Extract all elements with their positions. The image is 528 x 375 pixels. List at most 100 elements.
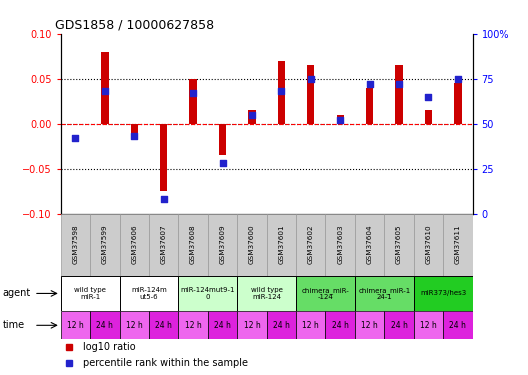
Point — [71, 135, 80, 141]
Point — [159, 196, 168, 202]
Point — [454, 76, 462, 82]
Point — [424, 94, 432, 100]
Bar — [237, 276, 296, 311]
Bar — [178, 276, 237, 311]
Text: agent: agent — [3, 288, 31, 298]
Bar — [178, 214, 208, 276]
Bar — [325, 214, 355, 276]
Text: GDS1858 / 10000627858: GDS1858 / 10000627858 — [55, 19, 214, 32]
Bar — [336, 115, 344, 124]
Bar — [296, 214, 325, 276]
Text: GSM37603: GSM37603 — [337, 225, 343, 264]
Text: 12 h: 12 h — [420, 321, 437, 330]
Bar — [443, 214, 473, 276]
Bar — [414, 276, 473, 311]
Bar — [248, 110, 256, 124]
Bar — [119, 311, 149, 339]
Bar — [90, 311, 119, 339]
Bar — [119, 214, 149, 276]
Text: wild type
miR-1: wild type miR-1 — [74, 287, 106, 300]
Text: 24 h: 24 h — [97, 321, 114, 330]
Bar — [296, 311, 325, 339]
Text: miR373/hes3: miR373/hes3 — [420, 290, 466, 296]
Bar — [61, 214, 90, 276]
Text: 12 h: 12 h — [67, 321, 84, 330]
Text: 12 h: 12 h — [126, 321, 143, 330]
Bar — [208, 214, 237, 276]
Text: 24 h: 24 h — [155, 321, 172, 330]
Text: GSM37599: GSM37599 — [102, 225, 108, 264]
Text: 12 h: 12 h — [303, 321, 319, 330]
Bar — [208, 311, 237, 339]
Bar — [443, 311, 473, 339]
Text: GSM37605: GSM37605 — [396, 225, 402, 264]
Bar — [190, 79, 197, 124]
Text: percentile rank within the sample: percentile rank within the sample — [83, 358, 248, 368]
Text: chimera_miR-
-124: chimera_miR- -124 — [301, 287, 350, 300]
Bar — [325, 311, 355, 339]
Point — [365, 81, 374, 87]
Text: wild type
miR-124: wild type miR-124 — [251, 287, 282, 300]
Bar — [307, 65, 315, 124]
Text: 12 h: 12 h — [361, 321, 378, 330]
Text: GSM37598: GSM37598 — [72, 225, 79, 264]
Text: 24 h: 24 h — [214, 321, 231, 330]
Text: 24 h: 24 h — [449, 321, 466, 330]
Bar — [101, 52, 109, 124]
Bar — [278, 61, 285, 124]
Point — [218, 160, 227, 166]
Bar — [366, 88, 373, 124]
Bar — [160, 124, 167, 191]
Bar — [149, 214, 178, 276]
Text: GSM37610: GSM37610 — [426, 225, 431, 264]
Bar — [237, 214, 267, 276]
Bar — [267, 214, 296, 276]
Bar — [219, 124, 226, 155]
Text: GSM37600: GSM37600 — [249, 225, 255, 264]
Bar — [61, 311, 90, 339]
Bar — [414, 311, 443, 339]
Bar — [425, 110, 432, 124]
Text: log10 ratio: log10 ratio — [83, 342, 136, 352]
Text: GSM37602: GSM37602 — [308, 225, 314, 264]
Text: GSM37611: GSM37611 — [455, 225, 461, 264]
Point — [307, 76, 315, 82]
Text: chimera_miR-1
24-1: chimera_miR-1 24-1 — [358, 287, 410, 300]
Text: time: time — [3, 320, 25, 330]
Bar — [237, 311, 267, 339]
Point — [130, 134, 138, 140]
Text: GSM37609: GSM37609 — [220, 225, 225, 264]
Text: GSM37604: GSM37604 — [366, 225, 373, 264]
Text: miR-124m
ut5-6: miR-124m ut5-6 — [131, 287, 167, 300]
Text: 12 h: 12 h — [243, 321, 260, 330]
Text: 24 h: 24 h — [332, 321, 348, 330]
Point — [248, 112, 256, 118]
Text: miR-124mut9-1
0: miR-124mut9-1 0 — [181, 287, 235, 300]
Point — [336, 117, 344, 123]
Bar — [178, 311, 208, 339]
Bar — [267, 311, 296, 339]
Bar — [414, 214, 443, 276]
Point — [395, 81, 403, 87]
Point — [277, 88, 286, 94]
Bar — [90, 214, 119, 276]
Text: 12 h: 12 h — [185, 321, 202, 330]
Text: 24 h: 24 h — [273, 321, 290, 330]
Bar — [61, 276, 119, 311]
Bar — [296, 276, 355, 311]
Point — [189, 90, 197, 96]
Bar — [355, 276, 414, 311]
Bar — [395, 65, 403, 124]
Text: GSM37606: GSM37606 — [131, 225, 137, 264]
Bar — [384, 311, 414, 339]
Text: GSM37608: GSM37608 — [190, 225, 196, 264]
Bar — [149, 311, 178, 339]
Bar — [454, 83, 461, 124]
Bar — [355, 214, 384, 276]
Text: GSM37607: GSM37607 — [161, 225, 167, 264]
Bar — [119, 276, 178, 311]
Bar — [355, 311, 384, 339]
Text: 24 h: 24 h — [391, 321, 408, 330]
Point — [101, 88, 109, 94]
Bar — [384, 214, 414, 276]
